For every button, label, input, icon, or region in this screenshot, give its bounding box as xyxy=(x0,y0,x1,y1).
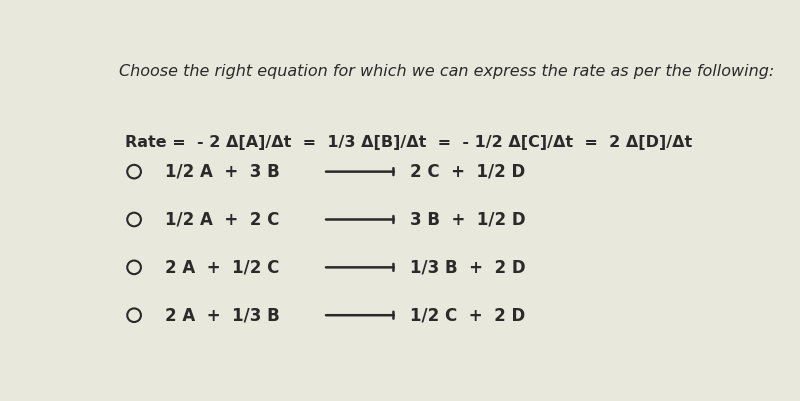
Text: 1/3 B  +  2 D: 1/3 B + 2 D xyxy=(410,258,526,276)
Text: 2 C  +  1/2 D: 2 C + 1/2 D xyxy=(410,163,526,180)
Ellipse shape xyxy=(127,213,141,226)
Text: 1/2 C  +  2 D: 1/2 C + 2 D xyxy=(410,306,526,324)
Text: 1/2 A  +  2 C: 1/2 A + 2 C xyxy=(165,211,279,229)
Ellipse shape xyxy=(127,165,141,178)
Ellipse shape xyxy=(127,261,141,274)
Text: Choose the right equation for which we can express the rate as per the following: Choose the right equation for which we c… xyxy=(118,64,774,79)
Text: 2 A  +  1/3 B: 2 A + 1/3 B xyxy=(165,306,280,324)
Ellipse shape xyxy=(127,308,141,322)
Text: 2 A  +  1/2 C: 2 A + 1/2 C xyxy=(165,258,279,276)
Text: 1/2 A  +  3 B: 1/2 A + 3 B xyxy=(165,163,280,180)
Text: 3 B  +  1/2 D: 3 B + 1/2 D xyxy=(410,211,526,229)
Text: Rate =  - 2 Δ[A]/Δt  =  1/3 Δ[B]/Δt  =  - 1/2 Δ[C]/Δt  =  2 Δ[D]/Δt: Rate = - 2 Δ[A]/Δt = 1/3 Δ[B]/Δt = - 1/2… xyxy=(125,135,692,150)
